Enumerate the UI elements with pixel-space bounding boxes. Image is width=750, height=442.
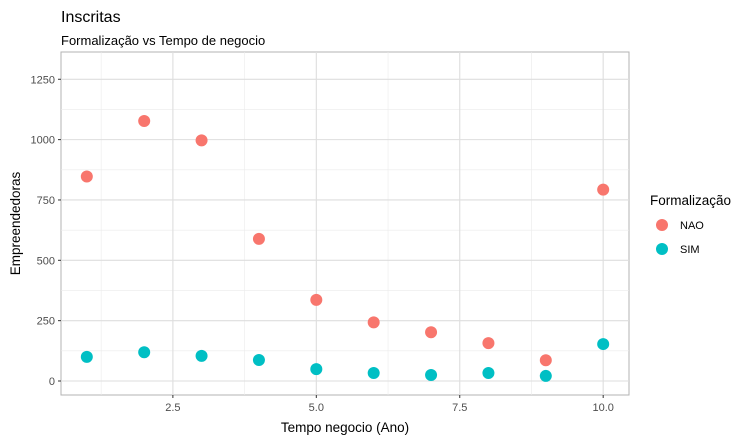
x-tick-label: 2.5	[165, 402, 180, 414]
chart-subtitle: Formalização vs Tempo de negocio	[61, 33, 265, 48]
point-sim	[425, 368, 438, 381]
point-sim	[597, 338, 610, 351]
point-sim	[367, 367, 380, 380]
plot-panel	[60, 51, 630, 396]
point-nao	[425, 326, 438, 339]
x-tick-label: 7.5	[452, 402, 467, 414]
point-nao	[195, 134, 208, 147]
y-tick-label: 1000	[31, 135, 55, 147]
data-points	[80, 115, 610, 382]
y-tick-label: 1250	[31, 74, 55, 86]
point-sim	[195, 349, 208, 362]
point-nao	[252, 232, 265, 245]
x-axis-title: Tempo negocio (Ano)	[281, 420, 409, 435]
legend-items: NAO SIM	[656, 219, 704, 256]
chart-title: Inscritas	[61, 9, 121, 26]
legend-title: Formalização	[650, 193, 731, 208]
point-nao	[138, 115, 151, 128]
legend: Formalização NAO SIM	[650, 193, 731, 256]
y-tick-label: 0	[49, 376, 55, 388]
legend-key-nao	[656, 219, 668, 231]
legend-label-nao: NAO	[680, 220, 704, 232]
y-tick-label: 750	[37, 195, 55, 207]
x-tick-label: 10.0	[592, 402, 613, 414]
legend-key-sim	[656, 243, 668, 255]
point-nao	[80, 170, 93, 183]
grid-lines	[61, 52, 629, 395]
point-nao	[367, 316, 380, 329]
point-nao	[482, 337, 495, 350]
y-axis-ticks: 0 250 500 750 1000 1250	[31, 74, 61, 388]
y-tick-label: 250	[37, 316, 55, 328]
point-sim	[80, 350, 93, 363]
y-axis-title: Empreendedoras	[8, 171, 23, 275]
point-sim	[138, 346, 151, 359]
legend-label-sim: SIM	[680, 244, 700, 256]
point-sim	[482, 367, 495, 380]
point-sim	[252, 354, 265, 366]
point-nao	[539, 354, 552, 367]
x-tick-label: 5.0	[309, 402, 324, 414]
point-sim	[539, 369, 552, 382]
point-nao	[597, 183, 610, 196]
point-nao	[310, 293, 323, 306]
x-axis-ticks: 2.5 5.0 7.5 10.0	[165, 395, 614, 414]
point-sim	[310, 363, 323, 376]
y-tick-label: 500	[37, 255, 55, 267]
